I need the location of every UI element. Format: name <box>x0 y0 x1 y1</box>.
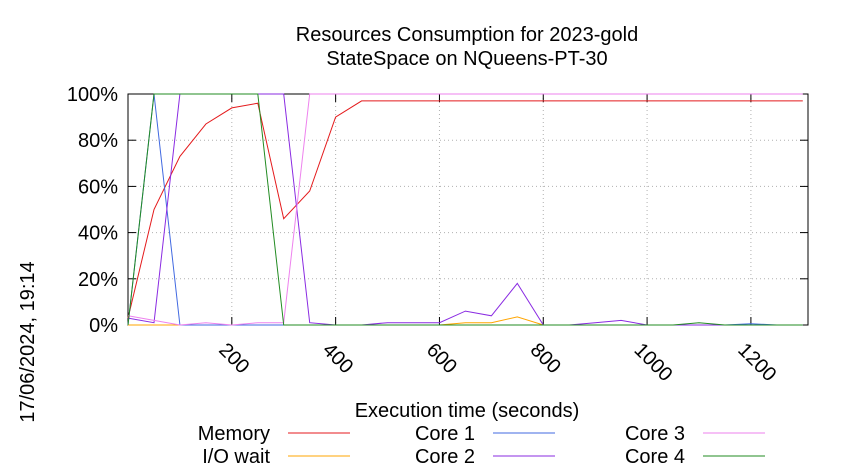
plot-border <box>127 93 809 326</box>
grid-lines <box>128 93 808 325</box>
x-axis-ticks: 200 400 600 800 1000 1200 <box>214 94 780 386</box>
series-line-core-4 <box>127 93 803 326</box>
chart-title-line2: StateSpace on NQueens-PT-30 <box>326 48 607 70</box>
series-line-i-o-wait <box>128 316 803 326</box>
y-tick-label: 60% <box>78 176 118 198</box>
x-tick-label: 1000 <box>630 339 677 386</box>
y-tick-label: 40% <box>78 223 118 245</box>
legend-label-core-4: Core 4 <box>625 446 685 468</box>
legend-label-core-2: Core 2 <box>415 446 475 468</box>
timestamp-label: 17/06/2024, 19:14 <box>17 261 39 422</box>
series-lines <box>127 93 803 326</box>
series-line-core-1 <box>127 93 803 326</box>
y-tick-label: 0% <box>89 315 118 337</box>
x-tick-label: 200 <box>214 339 253 378</box>
x-axis-label: Execution time (seconds) <box>355 400 580 422</box>
legend-label-core-3: Core 3 <box>625 423 685 445</box>
x-tick-label: 1200 <box>733 339 780 386</box>
x-tick-label: 800 <box>526 339 565 378</box>
y-tick-label: 80% <box>78 130 118 152</box>
x-tick-label: 400 <box>318 339 357 378</box>
legend-label-core-1: Core 1 <box>415 423 475 445</box>
legend-label-memory: Memory <box>198 423 270 445</box>
series-line-memory <box>127 100 803 319</box>
series-line-core-2 <box>127 93 803 326</box>
chart-title-line1: Resources Consumption for 2023-gold <box>296 24 638 46</box>
x-tick-label: 600 <box>422 339 461 378</box>
series-line-core-3 <box>127 93 803 326</box>
legend-label-i-o-wait: I/O wait <box>202 446 270 468</box>
y-tick-label: 20% <box>78 269 118 291</box>
plot-frame <box>127 93 809 326</box>
y-tick-label: 100% <box>67 84 118 106</box>
y-axis-ticks: 0% 20% 40% 60% 80% 100% <box>67 84 808 337</box>
